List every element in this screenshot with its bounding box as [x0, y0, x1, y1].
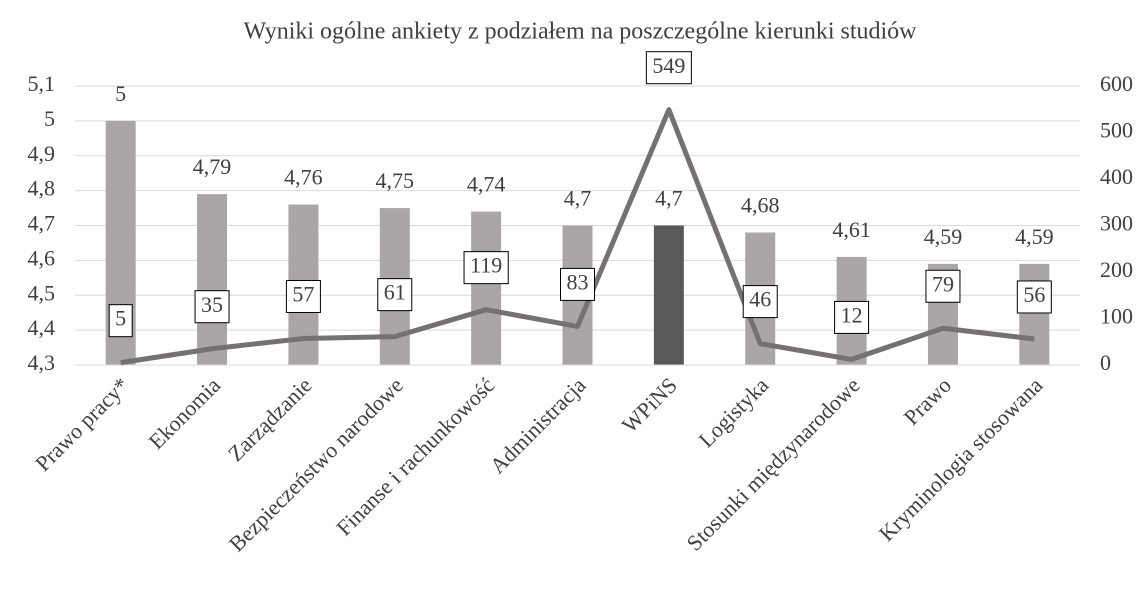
y2-tick-label: 0 — [1100, 350, 1111, 375]
y2-tick-label: 500 — [1100, 118, 1133, 143]
y-tick-label: 5,1 — [28, 71, 56, 96]
line-value-text: 61 — [384, 280, 406, 305]
x-tick-label: WPiNS — [617, 372, 682, 437]
label-box — [285, 279, 321, 313]
x-tick-label: Kryminologia stosowana — [874, 372, 1048, 546]
line-value-label: 61 — [377, 278, 413, 312]
y-tick-label: 4,4 — [28, 315, 56, 340]
bar — [1019, 263, 1050, 365]
line-value-label: 119 — [463, 251, 509, 285]
label-box — [925, 269, 961, 303]
bar — [653, 225, 684, 365]
label-box — [834, 300, 870, 334]
label-box — [377, 278, 413, 312]
bar-value-label: 4,7 — [564, 186, 592, 211]
line-value-text: 119 — [470, 253, 502, 278]
bar-value-label: 4,74 — [467, 172, 506, 197]
bar-value-label: 4,76 — [284, 165, 323, 190]
bar-value-label: 4,68 — [741, 193, 780, 218]
line-value-text: 46 — [749, 287, 771, 312]
bar-value-label: 4,79 — [193, 154, 232, 179]
y-tick-label: 4,8 — [28, 176, 56, 201]
x-tick-label: Ekonomia — [144, 372, 226, 454]
chart-title: Wyniki ogólne ankiety z podziałem na pos… — [243, 19, 917, 45]
line-value-text: 5 — [115, 306, 126, 331]
label-box — [742, 285, 778, 319]
bar-value-label: 4,59 — [924, 224, 963, 249]
line-value-text: 79 — [932, 271, 954, 296]
x-tick-label: Logistyka — [693, 372, 773, 452]
line-value-text: 56 — [1023, 282, 1045, 307]
label-box — [1016, 280, 1052, 314]
bar — [471, 211, 502, 365]
line-value-label: 35 — [194, 290, 230, 324]
line-value-label: 57 — [285, 279, 321, 313]
line — [120, 107, 1035, 366]
y2-tick-label: 600 — [1100, 71, 1133, 96]
y2-tick-label: 400 — [1100, 164, 1133, 189]
line-value-text: 12 — [841, 302, 863, 327]
y-tick-label: 4,6 — [28, 245, 56, 270]
bar-value-label: 4,59 — [1015, 224, 1054, 249]
label-box — [560, 267, 595, 301]
line-value-label: 549 — [645, 51, 692, 85]
label-box — [194, 290, 230, 324]
line-value-label: 56 — [1016, 280, 1052, 314]
x-tick-label: Stosunki międzynarodowe — [682, 372, 865, 555]
x-tick-label: Prawo pracy* — [30, 372, 134, 476]
bar-value-label: 4,61 — [832, 217, 871, 242]
line-value-label: 46 — [742, 285, 778, 319]
bar — [197, 194, 228, 365]
x-tick-label: Finanse i rachunkowość — [331, 372, 499, 540]
line-value-text: 549 — [652, 53, 685, 78]
y-tick-label: 5 — [44, 106, 55, 131]
line-value-label: 12 — [834, 300, 870, 334]
y-tick-label: 4,7 — [28, 211, 56, 236]
y-tick-label: 4,3 — [28, 350, 56, 375]
x-tick-label: Zarządzanie — [223, 372, 317, 466]
x-tick-label: Prawo — [899, 372, 956, 429]
x-tick-label: Administracja — [485, 372, 591, 478]
bar-value-label: 4,7 — [655, 186, 683, 211]
line-value-label: 5 — [108, 304, 133, 338]
y2-tick-label: 100 — [1100, 304, 1133, 329]
line-value-text: 57 — [292, 282, 314, 307]
line-value-text: 35 — [201, 292, 223, 317]
y2-tick-label: 200 — [1100, 257, 1133, 282]
bar-value-label: 4,75 — [376, 168, 415, 193]
bar-value-label: 5 — [115, 81, 126, 106]
y-tick-label: 4,5 — [28, 280, 56, 305]
label-box — [108, 304, 133, 338]
line-value-text: 83 — [567, 269, 589, 294]
line-value-label: 79 — [925, 269, 961, 303]
line-value-label: 83 — [560, 267, 595, 301]
label-box — [645, 51, 692, 85]
y2-tick-label: 300 — [1100, 211, 1133, 236]
x-tick-label: Bezpieczeństwo narodowe — [224, 372, 408, 556]
label-box — [463, 251, 509, 285]
y-tick-label: 4,9 — [28, 141, 56, 166]
